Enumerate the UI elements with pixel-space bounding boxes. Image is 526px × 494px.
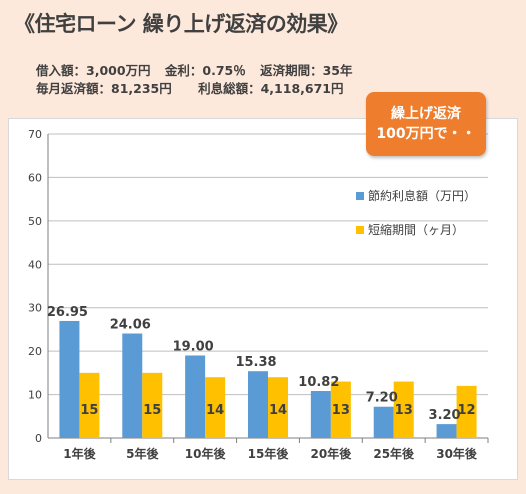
bar-savings bbox=[436, 424, 457, 438]
y-tick-label: 60 bbox=[28, 171, 42, 184]
bar-period bbox=[142, 372, 163, 438]
data-label-period: 15 bbox=[143, 403, 161, 418]
callout-line-2: 100万円で・・ bbox=[376, 126, 476, 142]
y-tick-label: 50 bbox=[28, 215, 42, 228]
data-labels: 26.951524.061519.001415.381410.82137.201… bbox=[47, 305, 476, 423]
data-label-savings: 10.82 bbox=[298, 375, 339, 390]
x-category-label: 25年後 bbox=[373, 446, 415, 461]
y-tick-label: 10 bbox=[28, 389, 42, 402]
bar-savings bbox=[310, 391, 331, 438]
data-label-savings: 19.00 bbox=[173, 339, 214, 354]
bar-period bbox=[393, 381, 414, 438]
legend: 節約利息額（万円） 短縮期間（ヶ月） bbox=[356, 188, 476, 237]
data-label-savings: 26.95 bbox=[47, 305, 88, 320]
y-axis-ticks: 0 10 20 30 40 50 60 70 bbox=[28, 128, 42, 445]
data-label-savings: 24.06 bbox=[110, 318, 151, 333]
data-label-period: 13 bbox=[395, 403, 413, 418]
y-tick-label: 20 bbox=[28, 345, 42, 358]
bar-period bbox=[330, 381, 351, 438]
legend-swatch bbox=[356, 192, 364, 200]
repayment-period: 返済期間：35年 bbox=[260, 63, 353, 78]
bar-savings bbox=[185, 355, 206, 438]
monthly-payment: 毎月返済額：81,235円 bbox=[36, 81, 172, 96]
loan-info-line-2: 毎月返済額：81,235円 利息総額：4,118,671円 bbox=[36, 78, 354, 97]
bars bbox=[59, 320, 477, 438]
data-label-savings: 3.20 bbox=[429, 408, 461, 423]
y-tick-label: 40 bbox=[28, 258, 42, 271]
x-category-label: 15年後 bbox=[248, 446, 290, 461]
bar-period bbox=[268, 377, 288, 438]
x-category-label: 1年後 bbox=[63, 446, 96, 461]
bar-savings bbox=[248, 371, 268, 438]
bar-period bbox=[205, 377, 226, 438]
data-label-period: 12 bbox=[458, 403, 476, 418]
data-label-period: 13 bbox=[332, 403, 350, 418]
x-category-label: 20年後 bbox=[311, 446, 353, 461]
data-label-savings: 7.20 bbox=[366, 391, 398, 406]
loan-amount: 借入額：3,000万円 bbox=[36, 63, 151, 78]
x-category-label: 10年後 bbox=[185, 446, 227, 461]
bar-period bbox=[79, 372, 100, 438]
data-label-period: 15 bbox=[80, 403, 98, 418]
loan-info-line-1: 借入額：3,000万円 金利：0.75％ 返済期間：35年 bbox=[36, 60, 363, 79]
legend-label: 節約利息額（万円） bbox=[368, 188, 476, 203]
data-label-period: 14 bbox=[206, 403, 224, 418]
x-category-label: 5年後 bbox=[126, 446, 159, 461]
y-tick-label: 30 bbox=[28, 302, 42, 315]
legend-swatch bbox=[356, 226, 364, 234]
data-label-savings: 15.38 bbox=[235, 355, 276, 370]
callout-line-1: 繰上げ返済 bbox=[391, 106, 461, 122]
prepayment-callout: 繰上げ返済 100万円で・・ bbox=[366, 92, 486, 156]
y-tick-label: 70 bbox=[28, 128, 42, 141]
total-interest: 利息総額：4,118,671円 bbox=[198, 81, 344, 96]
x-axis-labels: 1年後 5年後 10年後 15年後 20年後 25年後 30年後 bbox=[63, 446, 478, 461]
data-label-period: 14 bbox=[269, 403, 287, 418]
grid-lines bbox=[47, 133, 489, 443]
x-category-label: 30年後 bbox=[436, 446, 478, 461]
bar-savings bbox=[122, 333, 143, 438]
y-tick-label: 0 bbox=[35, 432, 42, 445]
interest-rate: 金利：0.75％ bbox=[164, 63, 246, 78]
page-title: 《住宅ローン 繰り上げ返済の効果》 bbox=[14, 12, 348, 36]
bar-period bbox=[456, 385, 477, 438]
bar-savings bbox=[59, 320, 80, 438]
bar-savings bbox=[373, 406, 394, 438]
legend-label: 短縮期間（ヶ月） bbox=[368, 222, 464, 237]
